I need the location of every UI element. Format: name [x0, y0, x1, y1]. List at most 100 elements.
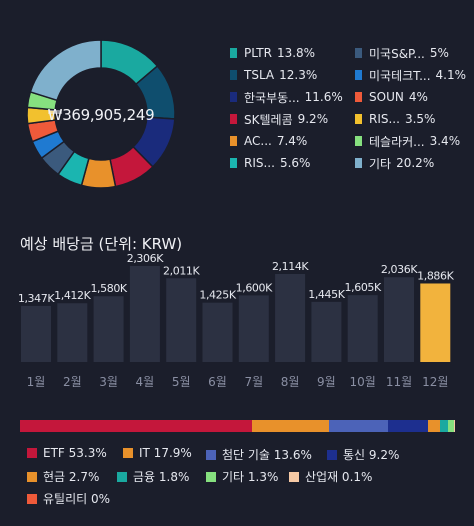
holdings-legend-right: 미국S&P... 5% 미국테크T... 4.1% SOUN 4% RIS... 3.5% 테슬…: [355, 42, 466, 174]
legend-name: TSLA: [244, 68, 275, 82]
sector-segment: [440, 420, 448, 432]
sector-legend-item[interactable]: IT 17.9%: [123, 446, 192, 460]
sector-label: ETF 53.3%: [43, 446, 107, 460]
legend-item[interactable]: AC... 7.4%: [230, 130, 343, 152]
dividend-value-label: 2,011K: [163, 264, 200, 277]
sector-swatch: [327, 449, 337, 460]
legend-swatch: [355, 48, 362, 58]
dividend-bar[interactable]: [275, 273, 306, 362]
sector-legend-item[interactable]: 통신 9.2%: [327, 446, 399, 463]
holdings-donut-chart: [26, 39, 176, 189]
dividend-value-label: 1,425K: [199, 289, 236, 302]
dividend-bar[interactable]: [57, 303, 88, 362]
sector-stacked-bar: [20, 420, 454, 432]
sector-label: 금융 1.8%: [133, 470, 190, 484]
sector-label: 유틸리티 0%: [43, 492, 111, 506]
legend-item[interactable]: PLTR 13.8%: [230, 42, 343, 64]
legend-percent: 12.3%: [279, 68, 318, 82]
legend-swatch: [230, 136, 237, 146]
dividend-bar[interactable]: [93, 296, 124, 362]
legend-percent: 5.6%: [279, 156, 311, 170]
month-label: 7월: [244, 375, 263, 389]
sector-segment: [20, 420, 252, 432]
legend-item[interactable]: 한국부동... 11.6%: [230, 86, 343, 108]
dividend-value-label: 2,036K: [381, 263, 418, 276]
sector-label: IT 17.9%: [139, 446, 192, 460]
legend-percent: 4.1%: [435, 68, 467, 82]
legend-item[interactable]: 미국테크T... 4.1%: [355, 64, 466, 86]
legend-name: 한국부동...: [244, 90, 300, 105]
legend-item[interactable]: SOUN 4%: [355, 86, 466, 108]
legend-name: SK텔레콤: [244, 112, 293, 127]
sector-legend-item[interactable]: 유틸리티 0%: [27, 490, 110, 507]
legend-percent: 4%: [408, 90, 428, 104]
month-label: 12월: [422, 375, 448, 389]
dividend-bar[interactable]: [21, 305, 51, 362]
sector-swatch: [27, 493, 37, 504]
legend-swatch: [355, 92, 362, 102]
dividend-bar[interactable]: [347, 295, 378, 362]
sector-legend-item[interactable]: 산업재 0.1%: [289, 468, 372, 485]
month-label: 10월: [350, 375, 376, 389]
dividend-value-label: 1,445K: [308, 288, 345, 301]
legend-name: RIS...: [244, 156, 275, 170]
month-label: 11월: [386, 375, 412, 389]
dividend-bar[interactable]: [202, 302, 233, 362]
dividend-value-label: 1,886K: [417, 269, 454, 282]
dividend-bar[interactable]: [311, 301, 342, 362]
legend-swatch: [355, 114, 362, 124]
month-label: 5월: [172, 375, 191, 389]
dividend-bar[interactable]: [166, 278, 197, 362]
legend-item[interactable]: TSLA 12.3%: [230, 64, 343, 86]
sector-swatch: [206, 449, 216, 460]
sector-legend-item[interactable]: 기타 1.3%: [206, 468, 278, 485]
month-label: 8월: [281, 375, 300, 389]
sector-swatch: [27, 448, 37, 458]
legend-percent: 5%: [429, 46, 449, 60]
month-label: 4월: [136, 375, 155, 389]
dividend-bar[interactable]: [420, 283, 451, 362]
legend-percent: 20.2%: [396, 156, 435, 170]
legend-percent: 9.2%: [297, 112, 329, 126]
legend-item[interactable]: 테슬라커... 3.4%: [355, 130, 466, 152]
sector-segment: [329, 420, 389, 432]
sector-segment: [428, 420, 441, 432]
sector-swatch: [206, 471, 216, 482]
dividend-bar[interactable]: [384, 277, 414, 362]
month-label: 1월: [27, 375, 46, 389]
legend-swatch: [355, 158, 362, 168]
sector-label: 첨단 기술 13.6%: [222, 448, 312, 462]
legend-item[interactable]: 미국S&P... 5%: [355, 42, 466, 64]
sector-legend-item[interactable]: 금융 1.8%: [117, 468, 189, 485]
dividend-chart-title: 예상 배당금 (단위: KRW): [20, 235, 183, 253]
legend-item[interactable]: RIS... 3.5%: [355, 108, 466, 130]
legend-item[interactable]: RIS... 5.6%: [230, 152, 343, 174]
sector-legend-item[interactable]: 첨단 기술 13.6%: [206, 446, 312, 463]
dividend-value-label: 1,605K: [345, 281, 382, 294]
legend-name: SOUN: [369, 90, 404, 104]
legend-percent: 3.4%: [429, 134, 461, 148]
portfolio-total-value: ₩369,905,249: [47, 106, 155, 124]
holdings-legend-left: PLTR 13.8% TSLA 12.3% 한국부동... 11.6% SK텔레콤 9.2% A…: [230, 42, 343, 174]
dividend-value-label: 2,114K: [272, 260, 309, 273]
month-label: 6월: [208, 375, 227, 389]
sector-segment: [388, 420, 429, 432]
sector-segment: [251, 420, 330, 432]
legend-percent: 3.5%: [404, 112, 436, 126]
sector-legend-item[interactable]: ETF 53.3%: [27, 446, 107, 460]
dividend-bar[interactable]: [129, 266, 160, 362]
dividend-bar[interactable]: [238, 295, 269, 362]
month-label: 2월: [63, 375, 82, 389]
sector-label: 산업재 0.1%: [305, 470, 373, 484]
legend-swatch: [230, 92, 237, 102]
dividend-value-label: 2,306K: [127, 252, 164, 265]
legend-percent: 7.4%: [276, 134, 308, 148]
legend-swatch: [230, 114, 237, 124]
sector-label: 통신 9.2%: [343, 448, 400, 462]
sector-swatch: [117, 471, 127, 482]
sector-legend-item[interactable]: 현금 2.7%: [27, 468, 99, 485]
legend-name: AC...: [244, 134, 272, 148]
legend-name: RIS...: [369, 112, 400, 126]
legend-item[interactable]: 기타 20.2%: [355, 152, 466, 174]
legend-item[interactable]: SK텔레콤 9.2%: [230, 108, 343, 130]
